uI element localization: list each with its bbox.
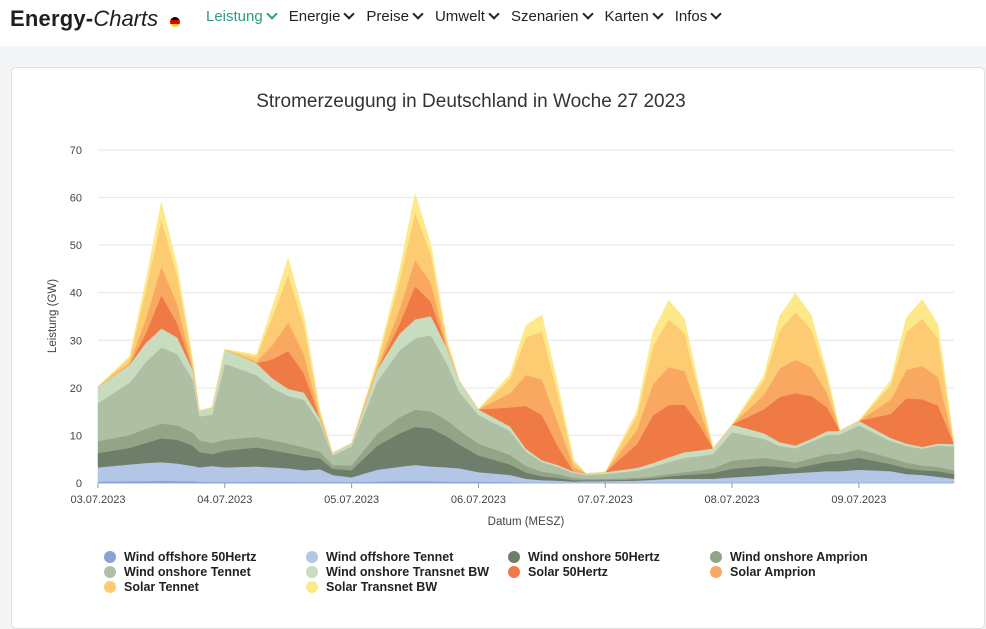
legend-swatch-icon: [104, 551, 116, 563]
legend-item[interactable]: Solar Transnet BW: [306, 580, 437, 594]
nav-label: Energie: [288, 8, 341, 25]
legend-label: Wind offshore 50Hertz: [124, 550, 257, 564]
legend-item[interactable]: Wind onshore Tennet: [104, 565, 251, 579]
legend-item[interactable]: Wind onshore 50Hertz: [508, 550, 660, 564]
energy-charts-logo[interactable]: Energy-Charts: [10, 4, 158, 34]
y-tick-label: 20: [70, 383, 82, 395]
legend-label: Solar Tennet: [124, 580, 199, 594]
legend-swatch-icon: [306, 566, 318, 578]
y-tick-label: 0: [76, 478, 82, 490]
legend-item[interactable]: Wind offshore Tennet: [306, 550, 453, 564]
chart-title: Stromerzeugung in Deutschland in Woche 2…: [256, 91, 686, 112]
legend-label: Wind offshore Tennet: [326, 550, 454, 564]
nav-item-karten[interactable]: Karten: [604, 8, 664, 26]
y-tick-label: 50: [70, 240, 82, 252]
x-tick-label: 04.07.2023: [197, 494, 252, 506]
y-axis-label: Leistung (GW): [47, 279, 59, 353]
legend-swatch-icon: [104, 566, 116, 578]
y-tick-label: 10: [70, 430, 82, 442]
x-tick-label: 06.07.2023: [451, 494, 506, 506]
legend-item[interactable]: Wind onshore Amprion: [710, 550, 868, 564]
legend-label: Wind onshore Tennet: [124, 565, 251, 579]
top-navigation-bar: Energy-Charts Leistung Energie Preise Um…: [0, 0, 986, 46]
y-tick-label: 40: [70, 288, 82, 300]
logo-accent-text: Charts: [93, 6, 159, 31]
nav-label: Szenarien: [510, 8, 579, 25]
legend-label: Solar Transnet BW: [326, 580, 438, 594]
nav-item-leistung[interactable]: Leistung: [206, 8, 278, 26]
legend-item[interactable]: Solar 50Hertz: [508, 565, 608, 579]
y-tick-label: 30: [70, 335, 82, 347]
nav-label: Leistung: [206, 8, 263, 25]
legend-item[interactable]: Wind offshore 50Hertz: [104, 550, 257, 564]
y-tick-label: 70: [70, 145, 82, 157]
nav-item-infos[interactable]: Infos: [674, 8, 722, 26]
x-tick-label: 08.07.2023: [705, 494, 760, 506]
legend-swatch-icon: [710, 551, 722, 563]
legend-label: Wind onshore Transnet BW: [326, 565, 490, 579]
legend-swatch-icon: [104, 581, 116, 593]
legend-item[interactable]: Solar Amprion: [710, 565, 816, 579]
nav-item-szenarien[interactable]: Szenarien: [510, 8, 594, 26]
nav-item-energie[interactable]: Energie: [288, 8, 356, 26]
legend-label: Wind onshore Amprion: [730, 550, 868, 564]
y-tick-label: 60: [70, 193, 82, 205]
legend-label: Wind onshore 50Hertz: [528, 550, 660, 564]
x-axis-label: Datum (MESZ): [488, 516, 565, 528]
x-tick-label: 03.07.2023: [70, 494, 125, 506]
legend-label: Solar Amprion: [730, 565, 816, 579]
legend-swatch-icon: [710, 566, 722, 578]
legend-swatch-icon: [306, 581, 318, 593]
x-tick-label: 07.07.2023: [578, 494, 633, 506]
legend-item[interactable]: Wind onshore Transnet BW: [306, 565, 489, 579]
area-series-solar-transnet-bw[interactable]: [97, 193, 955, 474]
german-flag-icon: [170, 17, 180, 27]
nav-item-umwelt[interactable]: Umwelt: [434, 8, 500, 26]
nav-label: Umwelt: [434, 8, 485, 25]
logo-dash: -: [85, 6, 94, 31]
legend-swatch-icon: [508, 551, 520, 563]
x-tick-label: 05.07.2023: [324, 494, 379, 506]
nav-label: Karten: [604, 8, 649, 25]
legend-label: Solar 50Hertz: [528, 565, 608, 579]
nav-item-preise[interactable]: Preise: [366, 8, 424, 26]
legend-item[interactable]: Solar Tennet: [104, 580, 199, 594]
main-nav: Leistung Energie Preise Umwelt Szenarien…: [206, 8, 733, 26]
x-tick-label: 09.07.2023: [831, 494, 886, 506]
nav-label: Infos: [674, 8, 708, 25]
legend-swatch-icon: [306, 551, 318, 563]
power-generation-chart[interactable]: Stromerzeugung in Deutschland in Woche 2…: [0, 0, 986, 602]
legend-swatch-icon: [508, 566, 520, 578]
logo-main-text: Energy: [10, 6, 86, 31]
nav-label: Preise: [366, 8, 409, 25]
